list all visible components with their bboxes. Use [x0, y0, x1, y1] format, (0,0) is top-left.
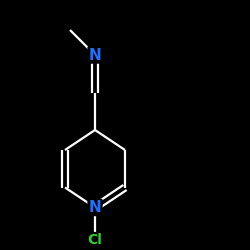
Text: N: N — [88, 48, 102, 62]
Text: Cl: Cl — [88, 233, 102, 247]
Text: N: N — [88, 200, 102, 215]
